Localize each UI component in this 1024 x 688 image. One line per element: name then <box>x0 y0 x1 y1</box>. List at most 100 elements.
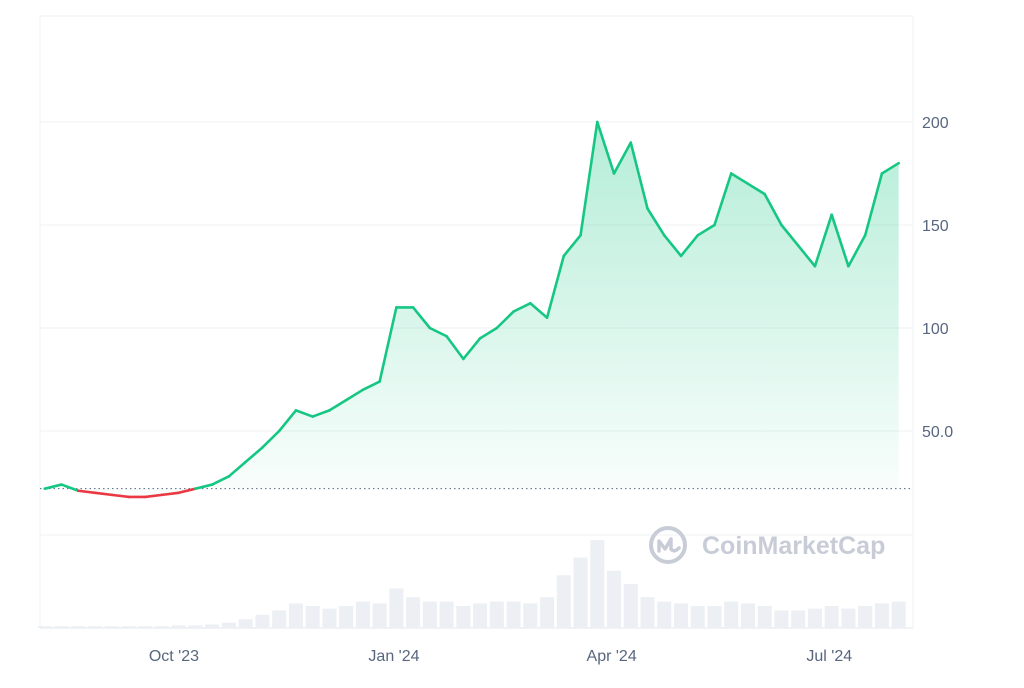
watermark-text: CoinMarketCap <box>702 532 885 560</box>
price-segment-up <box>863 172 884 237</box>
volume-bar <box>540 597 555 628</box>
price-point <box>679 254 683 258</box>
volume-bar <box>824 606 839 628</box>
price-point <box>478 337 482 340</box>
volume-bar <box>891 601 906 628</box>
price-point <box>378 380 381 383</box>
volume-bar <box>339 606 354 628</box>
price-segment-up <box>529 301 549 320</box>
price-point <box>529 302 532 305</box>
volume-bar <box>171 625 186 628</box>
volume-bar <box>322 608 337 628</box>
volume-bar <box>255 614 270 628</box>
price-point <box>77 489 80 492</box>
volume-bar <box>188 625 203 628</box>
price-segment-up <box>210 475 231 486</box>
volume-bar <box>673 603 688 628</box>
volume-bar <box>439 601 454 628</box>
price-point <box>629 141 632 144</box>
price-segment-down <box>177 487 197 495</box>
volume-bar <box>104 626 119 628</box>
price-point <box>596 120 599 124</box>
volume-bar <box>305 606 320 628</box>
price-segment-up <box>261 429 281 449</box>
price-point <box>663 234 666 237</box>
price-segment-up <box>796 244 817 268</box>
price-segment-up <box>579 120 599 237</box>
volume-bar <box>573 557 588 628</box>
price-point <box>796 244 800 247</box>
volume-bar <box>791 610 806 628</box>
price-point <box>127 495 130 499</box>
volume-bar <box>121 626 136 628</box>
price-point <box>311 415 314 418</box>
x-tick-label: Apr '24 <box>587 648 637 665</box>
price-segment-up <box>696 223 716 237</box>
y-axis-ticks: 50.0 100 150 200 <box>922 115 953 441</box>
price-segment-up <box>495 310 515 330</box>
price-point <box>730 172 733 175</box>
price-point <box>277 429 281 433</box>
volume-bar <box>88 626 103 628</box>
volume-bar <box>456 606 471 628</box>
price-point <box>411 306 415 309</box>
price-point <box>562 254 565 258</box>
price-point <box>545 316 549 319</box>
volume-bar <box>205 624 220 628</box>
price-segment-down <box>160 491 181 497</box>
volume-bar <box>874 603 889 628</box>
price-point <box>495 326 499 330</box>
price-segment-up <box>378 306 398 383</box>
price-segment-up <box>294 409 314 418</box>
price-segment-down <box>143 493 164 499</box>
x-tick-label: Oct '23 <box>149 648 199 665</box>
volume-bar <box>590 540 605 628</box>
volume-bar <box>489 601 504 628</box>
price-point <box>462 357 465 361</box>
price-segment-up <box>545 254 566 320</box>
price-segment-up <box>847 234 867 268</box>
volume-bar <box>54 626 69 628</box>
x-tick-label: Jul '24 <box>806 648 852 665</box>
x-axis-ticks: Oct '23 Jan '24 Apr '24 Jul '24 <box>149 648 852 665</box>
price-segment-up <box>311 409 331 418</box>
price-point <box>328 409 331 412</box>
price-segment-up <box>763 192 783 227</box>
volume-bar <box>221 622 236 628</box>
price-point <box>763 192 766 196</box>
price-segment-up <box>662 234 683 258</box>
volume-bar <box>389 588 404 628</box>
price-segment-up <box>445 334 465 361</box>
price-point <box>194 487 197 490</box>
volume-bar <box>523 603 538 628</box>
price-segment-down <box>93 491 114 497</box>
y-tick-label: 50.0 <box>922 424 953 441</box>
price-segment-up <box>780 223 800 247</box>
volume-bar <box>288 603 303 628</box>
price-segment-up <box>60 483 80 493</box>
price-segment-up <box>562 234 582 258</box>
price-point <box>428 326 432 330</box>
price-segment-up <box>462 336 482 361</box>
price-segment-up <box>646 207 666 237</box>
price-point <box>227 475 231 478</box>
volume-bar <box>774 610 789 628</box>
y-tick-label: 150 <box>922 218 949 235</box>
price-point <box>830 213 833 216</box>
price-segment-up <box>595 120 616 175</box>
volume-bar <box>238 619 253 628</box>
price-point <box>211 483 214 486</box>
price-segment-down <box>110 493 130 499</box>
price-point <box>813 265 817 268</box>
volume-bar <box>473 603 488 628</box>
volume-bar <box>422 601 437 628</box>
volume-bar <box>623 584 638 628</box>
price-point <box>746 182 750 185</box>
price-point <box>144 495 147 499</box>
volume-bar <box>556 575 571 628</box>
price-segment-up <box>428 326 448 338</box>
price-point <box>696 234 699 237</box>
price-segment-up <box>277 409 298 433</box>
